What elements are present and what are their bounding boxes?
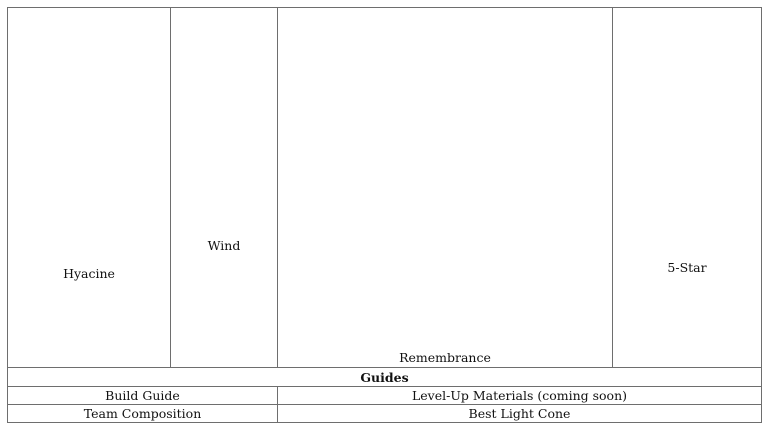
guide-link[interactable]: Level-Up Materials (coming soon) [411,388,628,403]
section-title: Guides [360,369,409,385]
section-header: Guides [7,367,762,387]
cell: Build Guide [7,386,278,405]
cell-text: 5-Star [667,260,707,275]
cell: Best Light Cone [277,404,762,423]
guide-link[interactable]: Build Guide [105,388,180,403]
cell: 5-Star [612,7,762,368]
cell: Team Composition [7,404,278,423]
guide-link[interactable]: Best Light Cone [468,406,571,421]
cell: Wind [170,7,278,368]
cell: Level-Up Materials (coming soon) [277,386,762,405]
cell: Remembrance [277,7,613,368]
cell-text: Wind [207,238,241,253]
cell: Hyacine [7,7,171,368]
cell-text: Hyacine [63,266,115,281]
cell-text: Remembrance [399,350,491,365]
guide-link[interactable]: Team Composition [83,406,202,421]
